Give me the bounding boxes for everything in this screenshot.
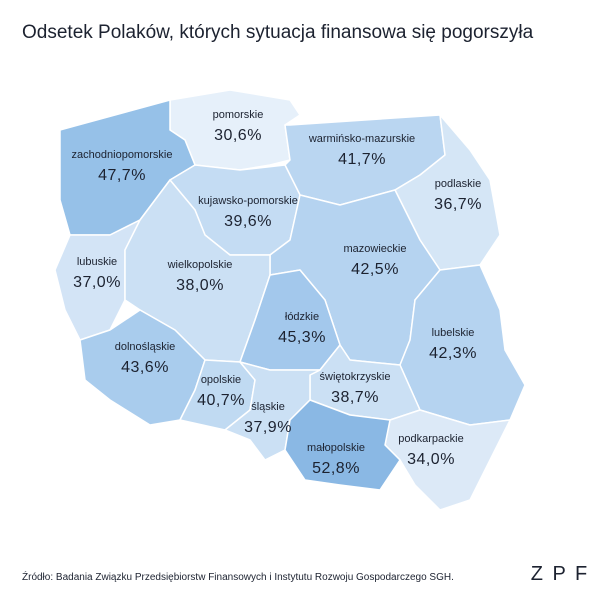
region-name: pomorskie [213,109,264,121]
region-value: 42,3% [429,345,477,362]
region-value: 30,6% [214,127,262,144]
region-name: lubuskie [77,256,117,268]
region-value: 52,8% [312,460,360,477]
region-name: świętokrzyskie [320,371,391,383]
logo: Z P F [531,563,590,585]
region-name: podlaskie [435,178,481,190]
region-name: zachodniopomorskie [72,149,173,161]
region-name: małopolskie [307,442,365,454]
region-name: lubelskie [432,327,475,339]
region-value: 47,7% [98,167,146,184]
region-value: 34,0% [407,451,455,468]
region [54,219,141,341]
region-name: kujawsko-pomorskie [198,195,298,207]
source: Źródło: Badania Związku Przedsiębiorstw … [22,570,454,583]
region-value: 37,9% [244,419,292,436]
region-value: 38,7% [331,389,379,406]
region-value: 37,0% [73,274,121,291]
region-name: łódzkie [285,311,319,323]
labels: pomorskie 30,6% warmińsko-mazurskie 41,7% za… [72,109,482,477]
title: Odsetek Polaków, których sytuacja finans… [22,22,534,43]
region-name: śląskie [251,401,285,413]
region-value: 36,7% [434,196,482,213]
region-value: 42,5% [351,261,399,278]
region-name: mazowieckie [344,243,407,255]
region [399,264,526,426]
region-name: wielkopolskie [167,259,233,271]
region-value: 45,3% [278,329,326,346]
regions [54,89,526,511]
region [284,399,401,491]
region-value: 40,7% [197,392,245,409]
region-name: opolskie [201,374,241,386]
region-value: 39,6% [224,213,272,230]
region-name: warmińsko-mazurskie [308,133,415,145]
region-value: 43,6% [121,359,169,376]
region-value: 41,7% [338,151,386,168]
region-value: 38,0% [176,277,224,294]
region-name: podkarpackie [398,433,463,445]
region-name: dolnośląskie [115,341,176,353]
